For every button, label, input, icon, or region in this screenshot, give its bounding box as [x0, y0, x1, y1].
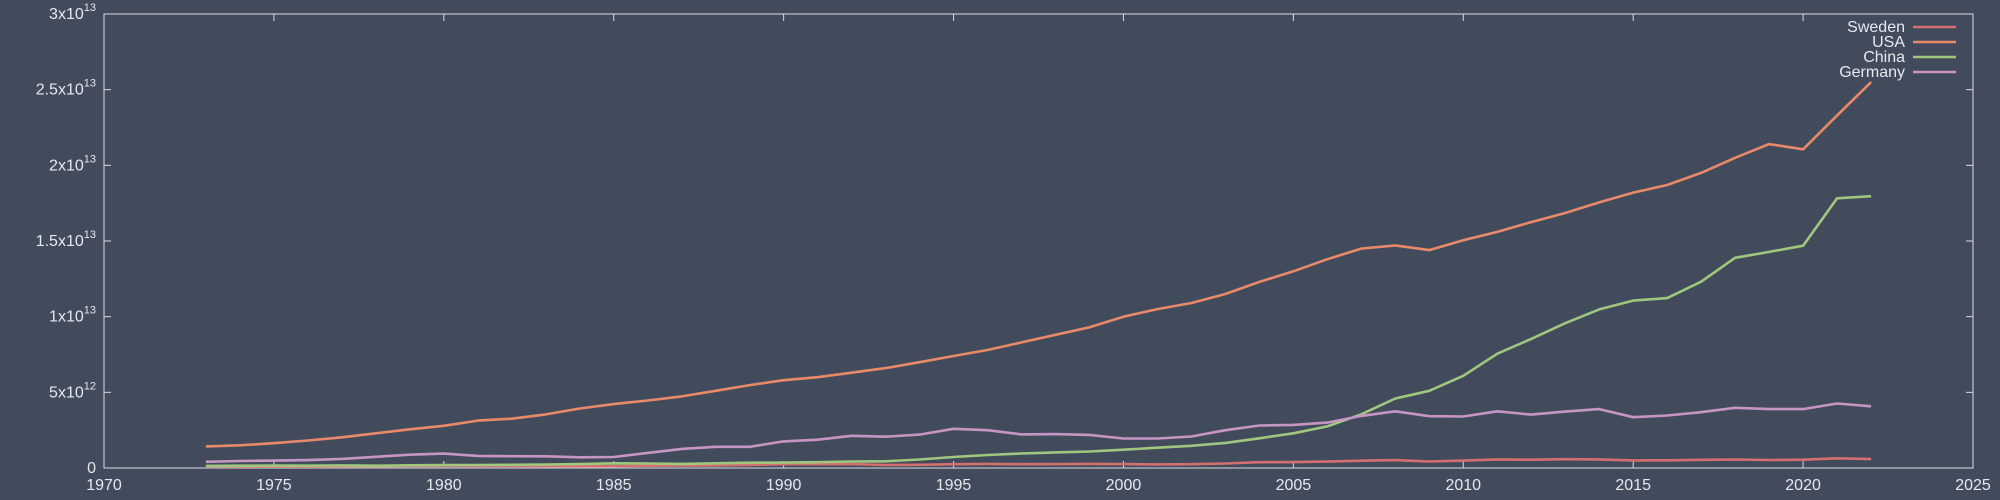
y-axis: 0 5x1012 1x1013 1.5x1013 2x1013 2.5x1013 3x101… — [36, 2, 1973, 477]
x-tick-label: 1990 — [766, 477, 802, 494]
x-tick-label: 1975 — [256, 477, 292, 494]
x-tick-label: 1970 — [86, 477, 122, 494]
x-tick-label: 2005 — [1276, 477, 1312, 494]
y-tick-label: 1.5x1013 — [36, 229, 96, 250]
x-tick-label: 2010 — [1445, 477, 1481, 494]
x-tick-label: 1980 — [426, 477, 462, 494]
y-tick-label: 3x1013 — [49, 2, 96, 23]
y-tick-label: 2x1013 — [49, 153, 96, 174]
x-tick-label: 2015 — [1615, 477, 1651, 494]
legend-label-germany: Germany — [1839, 64, 1905, 81]
plot-area-frame — [103, 13, 1974, 469]
series-line-usa — [205, 81, 1873, 448]
x-tick-label: 1985 — [596, 477, 632, 494]
legend-label-china: China — [1863, 49, 1905, 66]
x-tick-label: 2000 — [1106, 477, 1142, 494]
series-lines — [205, 81, 1873, 468]
series-line-germany — [205, 402, 1872, 464]
x-tick-label: 2020 — [1785, 477, 1821, 494]
legend-label-sweden: Sweden — [1847, 19, 1905, 36]
series-line-china — [205, 194, 1872, 468]
y-tick-label: 5x1012 — [49, 380, 96, 401]
x-axis: 1970 1975 1980 1985 1990 1995 2000 2005 2010 2015… — [86, 14, 1991, 494]
y-tick-label: 2.5x1013 — [36, 78, 96, 99]
legend-label-usa: USA — [1872, 34, 1905, 51]
y-tick-label: 0 — [87, 460, 96, 477]
y-tick-label: 1x1013 — [49, 305, 96, 326]
x-tick-label: 2025 — [1955, 477, 1991, 494]
x-tick-label: 1995 — [936, 477, 972, 494]
